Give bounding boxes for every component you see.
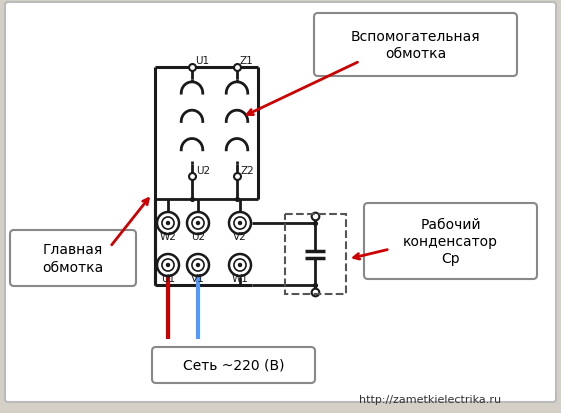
Circle shape [162,259,174,271]
Text: U2: U2 [196,166,210,176]
Circle shape [192,259,204,271]
Bar [285,214,346,294]
Circle shape [157,212,179,235]
Circle shape [229,212,251,235]
Circle shape [196,221,200,225]
Text: Сеть ~220 (В): Сеть ~220 (В) [183,358,284,372]
Circle shape [157,254,179,276]
FancyBboxPatch shape [364,204,537,279]
Text: V1: V1 [191,273,205,283]
Circle shape [187,254,209,276]
Circle shape [187,212,209,235]
Circle shape [192,217,204,230]
Circle shape [234,259,246,271]
Text: Z1: Z1 [240,56,254,66]
Text: U1: U1 [195,56,209,66]
FancyBboxPatch shape [152,347,315,383]
Circle shape [196,263,200,268]
Circle shape [238,221,242,225]
Text: U1: U1 [161,273,175,283]
Text: Z2: Z2 [241,166,255,176]
Text: Главная
обмотка: Главная обмотка [43,243,104,274]
Circle shape [234,217,246,230]
FancyBboxPatch shape [314,14,517,77]
FancyBboxPatch shape [10,230,136,286]
Text: Рабочий
конденсатор
Ср: Рабочий конденсатор Ср [403,217,498,266]
Text: W2: W2 [159,231,177,242]
Circle shape [229,254,251,276]
Text: Вспомогательная
обмотка: Вспомогательная обмотка [351,30,480,61]
Text: W1: W1 [232,273,249,283]
Text: http://zametkielectrika.ru: http://zametkielectrika.ru [359,394,501,404]
FancyBboxPatch shape [5,3,556,402]
Circle shape [238,263,242,268]
Text: V2: V2 [233,231,247,242]
Circle shape [166,263,170,268]
Circle shape [166,221,170,225]
Circle shape [162,217,174,230]
Text: U2: U2 [191,231,205,242]
